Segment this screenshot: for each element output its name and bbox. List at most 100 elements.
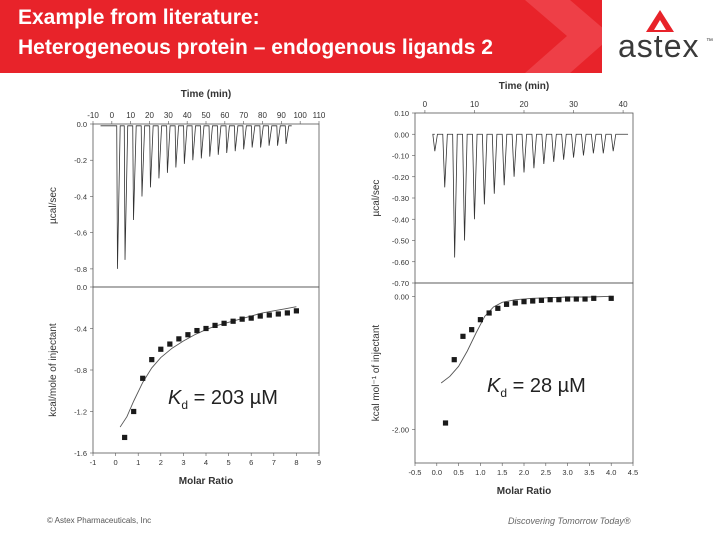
slide-title-line-2: Heterogeneous protein – endogenous ligan… xyxy=(18,36,493,59)
raw-left-y-tick-label: -0.6 xyxy=(74,229,87,238)
fit-right-x-tick-label: -0.5 xyxy=(409,468,422,477)
astex-logo-icon xyxy=(646,10,674,32)
title-banner: Example from literature: Heterogeneous p… xyxy=(0,0,720,73)
raw-left-x-tick-label: -10 xyxy=(87,111,99,120)
fit-left-data-point xyxy=(266,312,272,318)
fit-right-x-tick-label: 3.5 xyxy=(584,468,594,477)
fit-right-data-point xyxy=(556,297,562,303)
fit-left-x-tick-label: 5 xyxy=(227,458,231,467)
raw-right-x-axis-title: Time (min) xyxy=(499,81,549,92)
fit-left-x-tick-label: 8 xyxy=(294,458,298,467)
fit-left-x-tick-label: -1 xyxy=(90,458,97,467)
fit-right-data-point xyxy=(469,327,475,333)
fit-left-x-tick-label: 6 xyxy=(249,458,253,467)
fit-left-data-point xyxy=(131,408,137,415)
raw-right-y-tick-label: 0.10 xyxy=(394,109,409,118)
raw-right-y-axis-title: µcal/sec xyxy=(371,180,382,217)
fit-left-x-tick-label: 2 xyxy=(159,458,163,467)
raw-right-thermogram-trace xyxy=(432,133,629,258)
raw-right-y-tick-label: 0.00 xyxy=(394,130,409,139)
fit-left-data-point xyxy=(257,313,263,319)
fit-right-x-tick-label: 4.5 xyxy=(628,468,638,477)
fit-right-y-axis-title: kcal mol⁻¹ of injectant xyxy=(371,325,382,422)
fit-right-y-tick-label: -2.00 xyxy=(392,426,409,435)
raw-left-y-tick-label: -0.8 xyxy=(74,265,87,274)
fit-left-x-axis-title: Molar Ratio xyxy=(179,476,233,487)
fit-right-kd-value: = 28 µM xyxy=(507,375,586,397)
fit-right-x-tick-label: 3.0 xyxy=(562,468,572,477)
fit-left-y-tick-label: 0.0 xyxy=(77,283,87,292)
footer-copyright: © Astex Pharmaceuticals, Inc xyxy=(47,516,152,525)
raw-right-x-tick-label: 30 xyxy=(569,100,578,109)
raw-right-y-tick-label: -0.30 xyxy=(392,194,409,203)
raw-right-y-tick-label: -0.70 xyxy=(392,279,409,288)
fit-right-data-point xyxy=(503,301,510,307)
fit-left-kd-annotation: Kd = 203 µM xyxy=(168,387,278,412)
fit-right-data-point xyxy=(582,296,588,302)
raw-left-x-tick-label: 20 xyxy=(145,111,154,120)
raw-left-x-axis-title: Time (min) xyxy=(181,89,231,100)
fit-left-kd-subscript: d xyxy=(181,398,188,412)
raw-left-y-tick-label: -0.4 xyxy=(74,192,87,201)
fit-left-x-tick-label: 1 xyxy=(136,458,140,467)
fit-right-x-tick-label: 1.5 xyxy=(497,468,507,477)
fit-left-data-point xyxy=(203,325,209,332)
raw-left-x-tick-label: 90 xyxy=(277,111,286,120)
fit-right-x-tick-label: 0.0 xyxy=(432,468,442,477)
raw-right-y-tick-label: -0.60 xyxy=(392,258,409,267)
fit-right-kd-symbol: K xyxy=(487,375,502,397)
fit-right-data-point xyxy=(477,317,483,323)
fit-left-y-axis-title: kcal/mole of injectant xyxy=(48,323,59,417)
fit-left-data-point xyxy=(230,318,236,324)
fit-left-x-tick-label: 3 xyxy=(181,458,185,467)
fit-left-data-point xyxy=(293,308,299,314)
fit-left-data-point xyxy=(185,332,191,338)
fit-right-x-tick-label: 4.0 xyxy=(606,468,616,477)
fit-right-data-point xyxy=(530,298,536,304)
raw-left-x-tick-label: 100 xyxy=(293,111,307,120)
fit-right-data-point xyxy=(573,296,579,302)
fit-left-y-tick-label: -1.6 xyxy=(74,449,87,458)
fit-right-data-point xyxy=(565,296,571,302)
banner-chevron-graphic xyxy=(525,0,612,73)
logo-trademark: ™ xyxy=(706,38,713,45)
fit-right-kd-annotation: Kd = 28 µM xyxy=(487,375,586,400)
raw-right-x-tick-label: 10 xyxy=(470,100,479,109)
fit-left-y-tick-label: -0.8 xyxy=(74,366,87,375)
fit-left-y-tick-label: -1.2 xyxy=(74,408,87,417)
fit-left-x-tick-label: 7 xyxy=(272,458,276,467)
raw-left-x-tick-label: 30 xyxy=(164,111,173,120)
fit-left-data-point xyxy=(212,322,218,328)
fit-left-x-tick-label: 4 xyxy=(204,458,208,467)
raw-left-x-tick-label: 10 xyxy=(126,111,135,120)
raw-left-y-tick-label: 0.0 xyxy=(77,120,87,129)
fit-right-x-tick-label: 2.5 xyxy=(541,468,551,477)
fit-left-data-point xyxy=(149,357,155,363)
astex-logo-wordmark: astex xyxy=(618,28,700,64)
fit-left-x-tick-label: 0 xyxy=(114,458,118,467)
fit-right-data-point xyxy=(495,305,501,311)
fit-right-data-point xyxy=(538,297,545,303)
fit-right-data-point xyxy=(547,297,553,303)
fit-left-data-point xyxy=(284,310,290,316)
raw-left-x-tick-label: 50 xyxy=(202,111,211,120)
raw-right-plot-frame xyxy=(414,112,634,284)
raw-left-y-tick-label: -0.2 xyxy=(74,156,87,165)
fit-right-data-point xyxy=(442,420,449,426)
fit-right-kd-subscript: d xyxy=(500,386,507,400)
raw-right-y-tick-label: -0.10 xyxy=(392,152,409,161)
fit-left-x-tick-label: 9 xyxy=(317,458,321,467)
fit-left-data-point xyxy=(248,315,254,321)
fit-left-data-point xyxy=(140,375,146,381)
raw-right-x-tick-label: 40 xyxy=(619,100,628,109)
fit-left-data-point xyxy=(158,346,164,352)
raw-right-x-tick-label: 0 xyxy=(423,100,428,109)
fit-left-kd-symbol: K xyxy=(168,387,183,409)
fit-left-data-point xyxy=(176,336,182,342)
fit-left-data-point xyxy=(239,316,245,322)
fit-right-plot-frame xyxy=(414,282,634,464)
fit-right-data-point xyxy=(451,357,457,363)
fit-left-data-point xyxy=(221,320,227,326)
fit-right-x-tick-label: 2.0 xyxy=(519,468,529,477)
raw-right-x-tick-label: 20 xyxy=(520,100,529,109)
